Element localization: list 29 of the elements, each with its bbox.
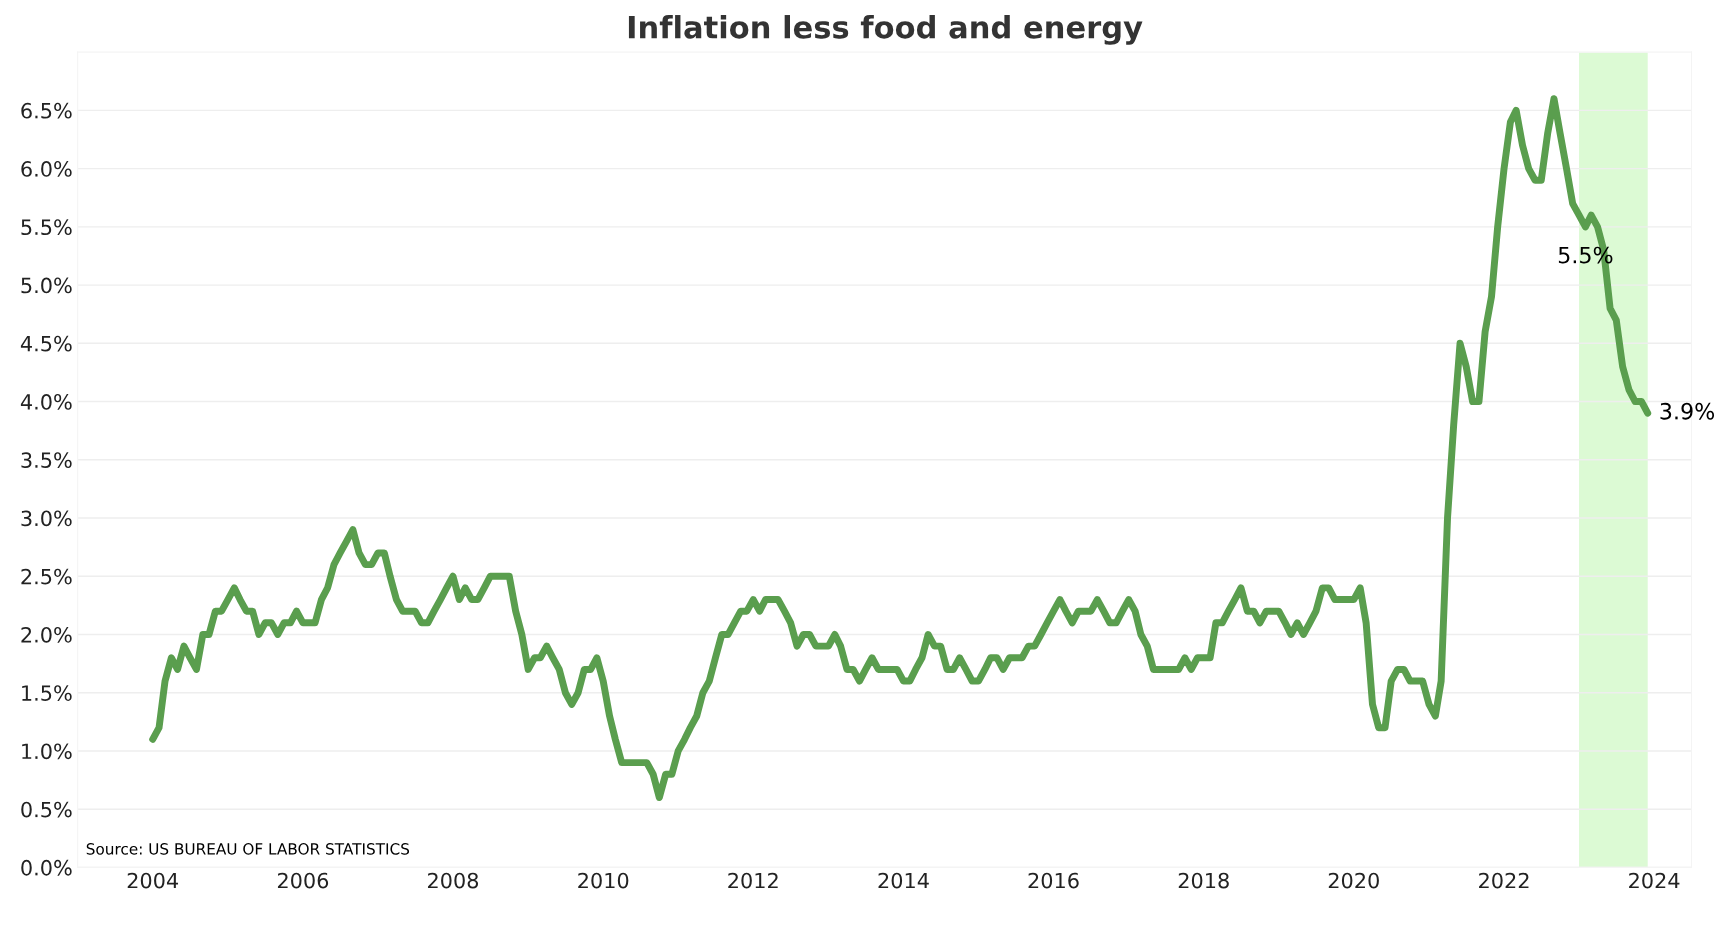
- y-tick-label: 6.0%: [21, 161, 72, 177]
- x-tick-label: 2010: [578, 872, 629, 889]
- y-tick-label: 5.0%: [21, 277, 72, 294]
- x-tick-label: 2004: [127, 872, 179, 889]
- annotation: 3.9%: [1660, 402, 1715, 420]
- y-tick-label: 0.5%: [21, 801, 72, 818]
- y-tick-label: 2.0%: [21, 626, 72, 643]
- y-tick-label: 1.5%: [22, 685, 72, 701]
- x-tick-label: 2014: [878, 872, 929, 889]
- y-tick-label: 4.5%: [20, 335, 72, 352]
- x-tick-label: 2024: [1629, 872, 1680, 889]
- x-tick-label: 2006: [277, 872, 329, 889]
- x-tick-label: 2016: [1028, 872, 1079, 889]
- x-tick-label: 2020: [1328, 872, 1379, 889]
- y-tick-label: 6.5%: [21, 102, 72, 119]
- annotation: 5.5%: [1558, 246, 1613, 264]
- x-tick-label: 2018: [1178, 872, 1229, 889]
- x-tick-label: 2008: [427, 872, 479, 889]
- chart-title: Inflation less food and energy: [628, 15, 1143, 45]
- x-tick-label: 2022: [1479, 872, 1529, 889]
- y-tick-label: 1.0%: [22, 743, 72, 760]
- y-tick-label: 5.5%: [21, 219, 72, 236]
- y-tick-label: 0.0%: [21, 859, 72, 876]
- y-tick-label: 3.5%: [21, 452, 72, 468]
- y-tick-label: 3.0%: [21, 510, 72, 527]
- y-tick-label: 4.0%: [20, 394, 72, 410]
- x-tick-label: 2012: [728, 872, 778, 889]
- annotation: Source: US BUREAU OF LABOR STATISTICS: [86, 843, 410, 855]
- y-tick-label: 2.5%: [21, 568, 72, 585]
